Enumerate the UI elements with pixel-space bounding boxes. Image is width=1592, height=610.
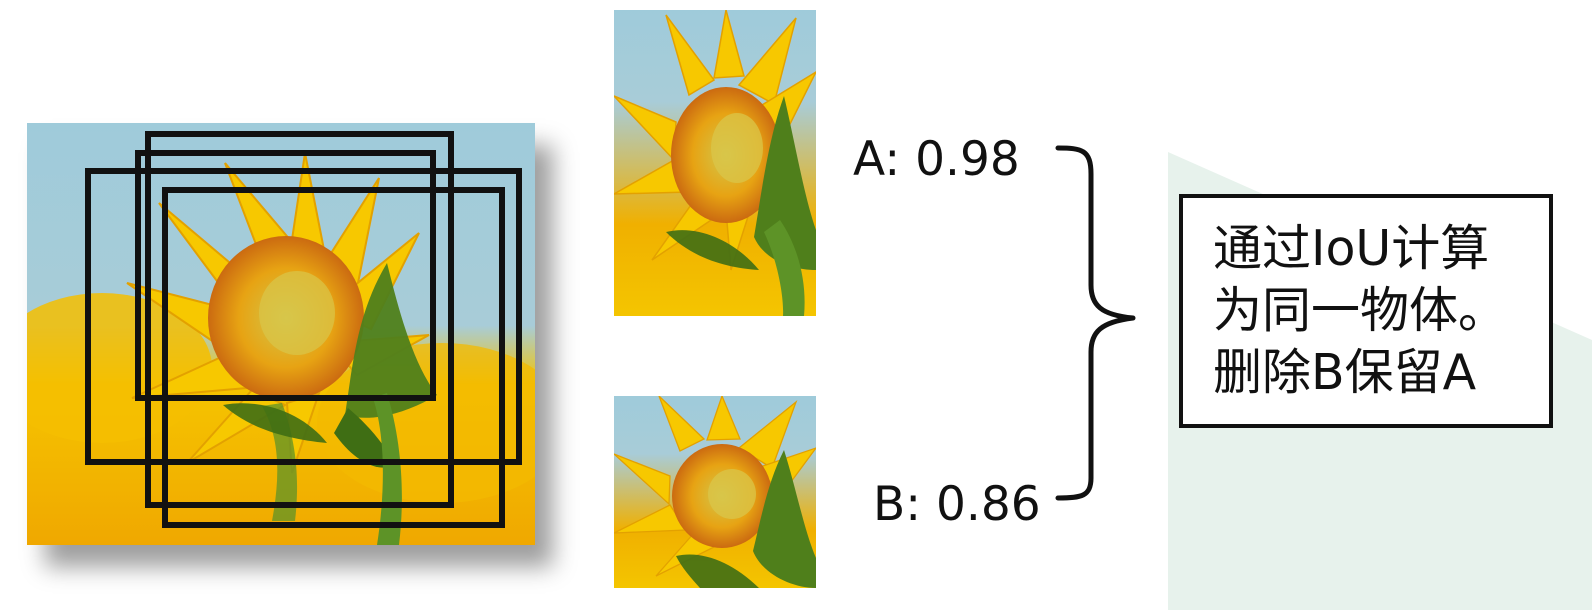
- sunflower-crop-b: [614, 396, 816, 588]
- result-line-3: 删除B保留A: [1213, 344, 1477, 401]
- score-a-label: A: 0.98: [853, 132, 1020, 187]
- sunflower-image: [27, 123, 535, 545]
- sunflower-crop-a: [614, 10, 816, 316]
- grouping-brace: [1055, 145, 1136, 501]
- result-text-box: 通过IoU计算 为同一物体。 删除B保留A: [1179, 194, 1553, 428]
- score-b-label: B: 0.86: [873, 477, 1041, 532]
- result-line-1: 通过IoU计算: [1213, 220, 1490, 277]
- result-line-2: 为同一物体。: [1213, 282, 1508, 339]
- main-sunflower-image: [27, 123, 535, 545]
- sunflower-image: [614, 10, 816, 316]
- sunflower-image: [614, 396, 816, 588]
